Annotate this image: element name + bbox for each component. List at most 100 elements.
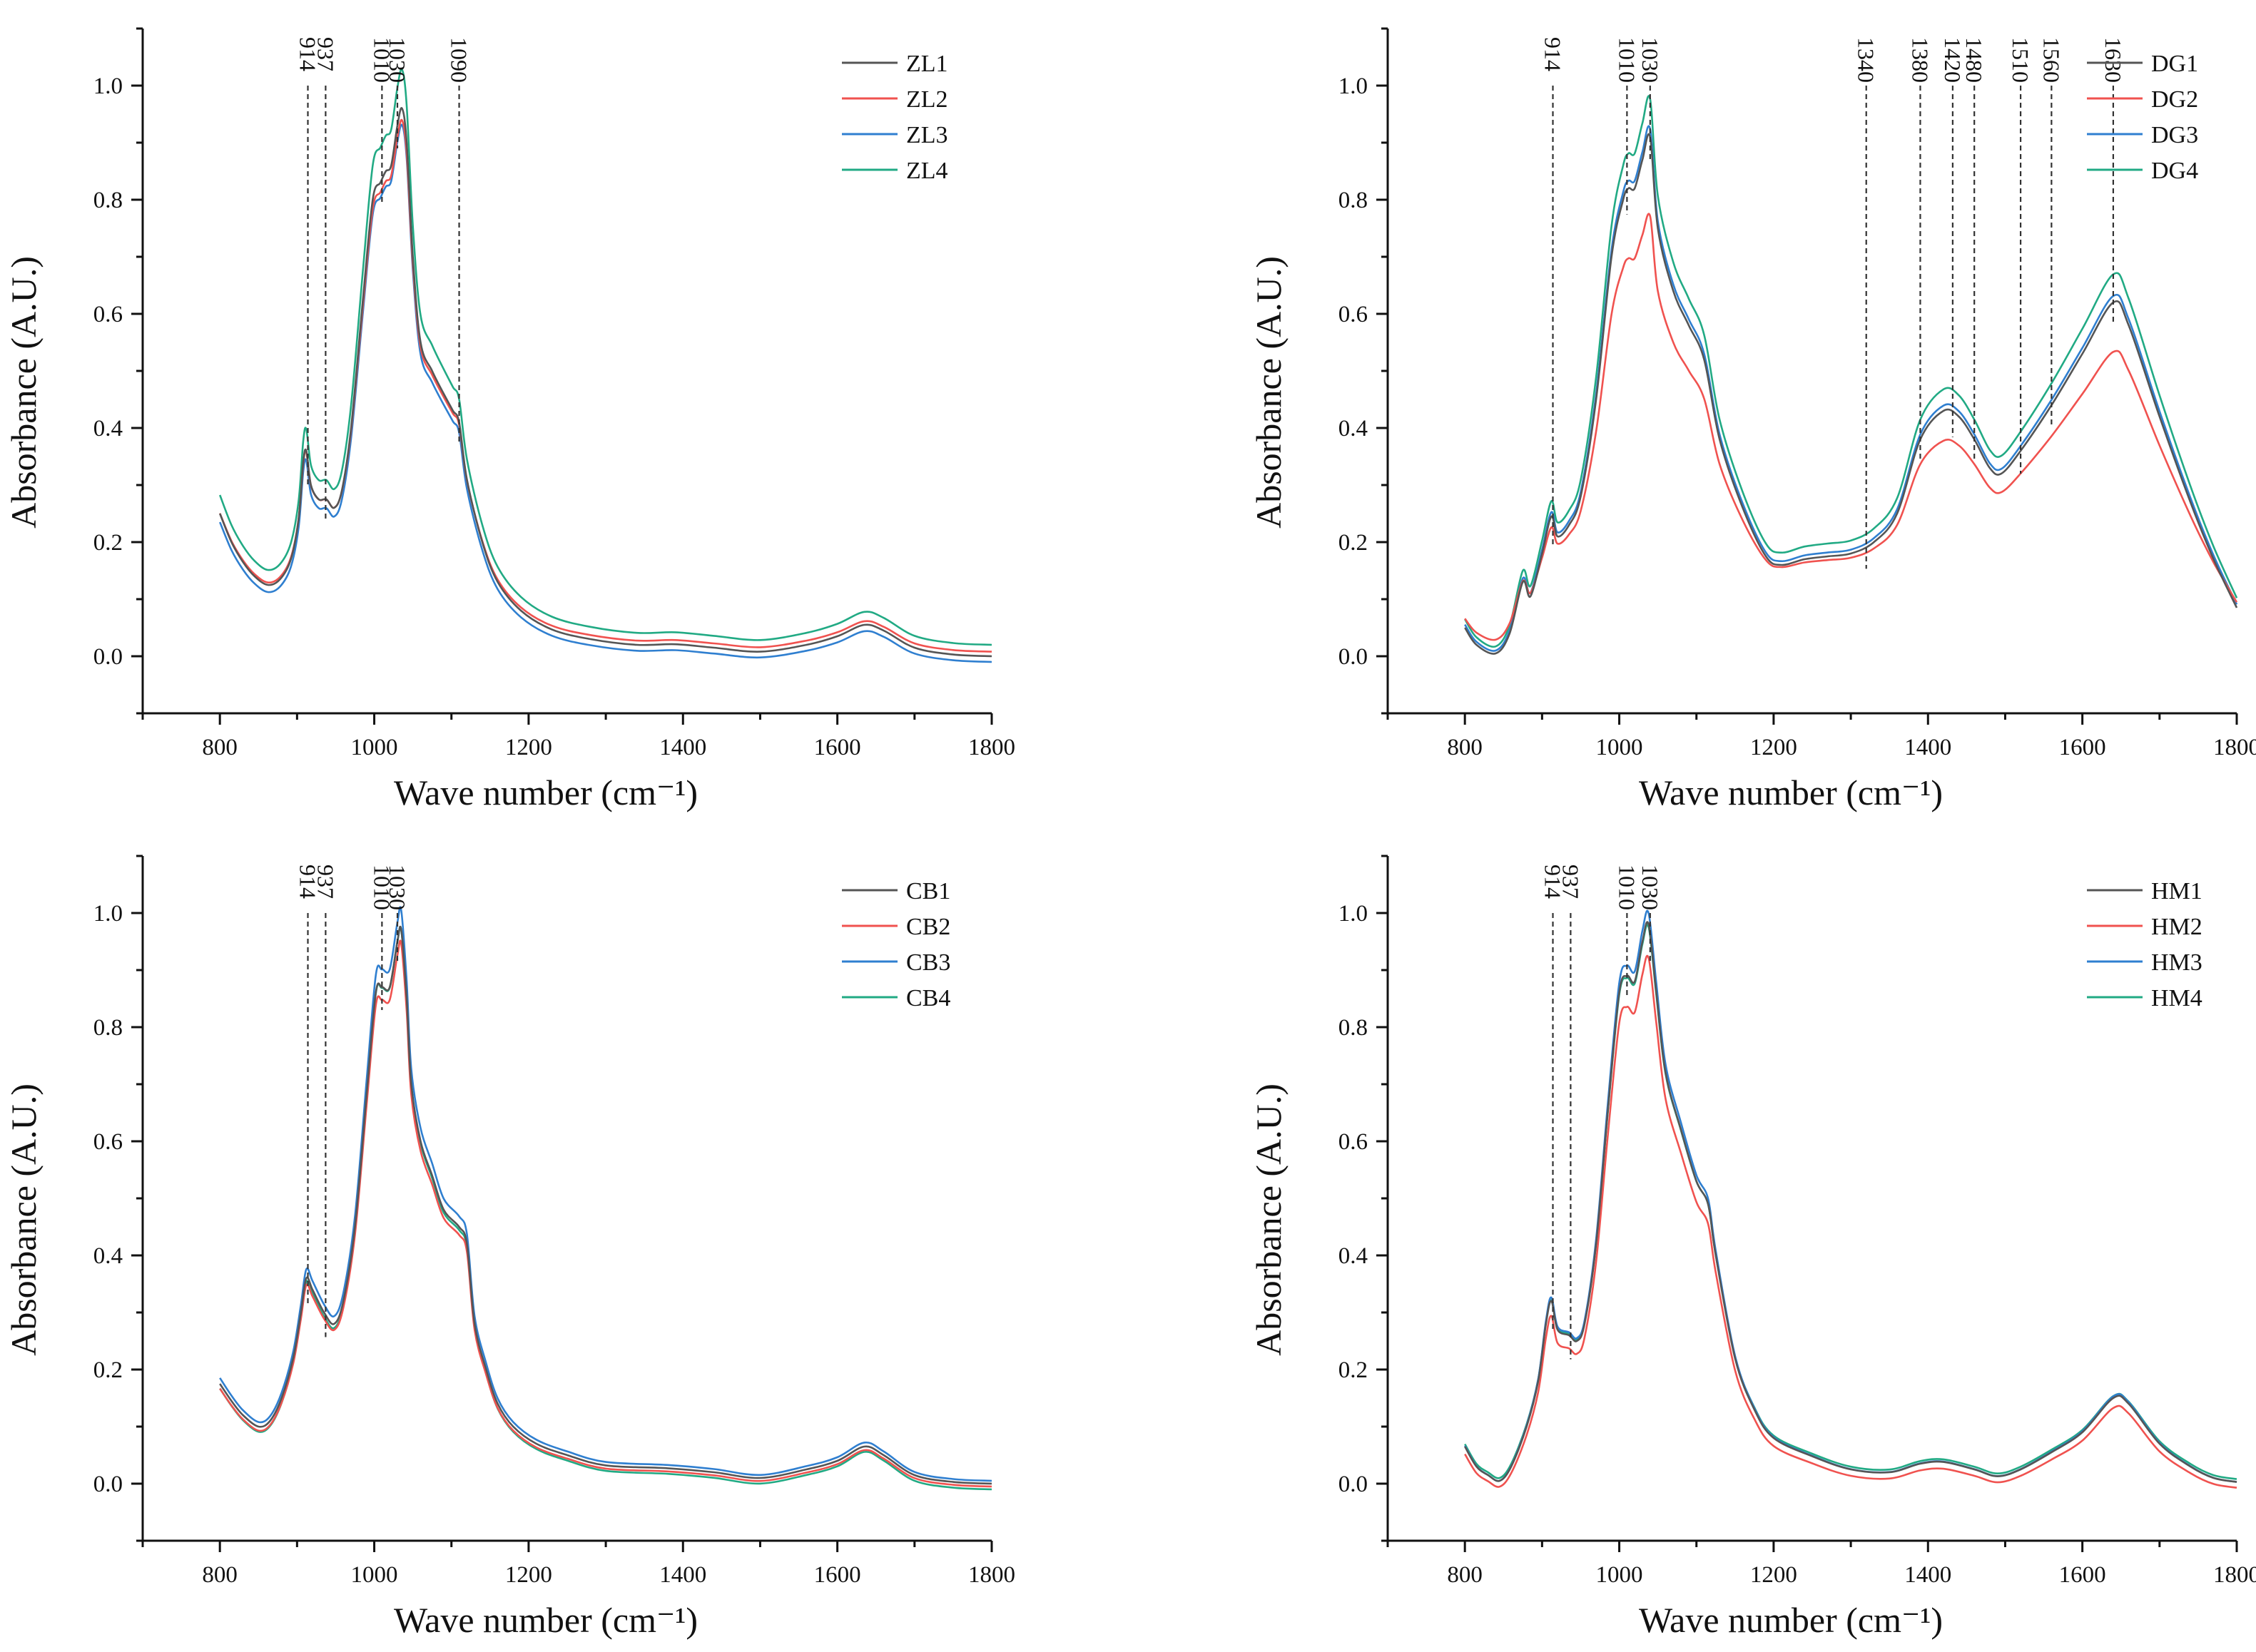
peak-label: 1340 [1854,37,1879,83]
x-tick-label: 1600 [814,735,861,760]
x-tick-label: 1800 [968,735,1015,760]
y-tick-label: 0.0 [93,1472,123,1497]
series-line-cb2 [219,939,992,1488]
chart-panel-dg: 800 1000 1200 1400 1600 1800 0.0 0.2 0.4 0.6 0.8 1.… [1249,27,2256,812]
peak-label: 1090 [447,37,472,83]
series-line-dg4 [1464,95,2238,648]
legend-label-cb2: CB2 [906,914,950,940]
peak-label: 1030 [385,37,410,83]
series-line-zl1 [218,107,992,658]
y-tick-label: 0.6 [93,302,123,327]
y-tick-label: 1.0 [1338,901,1368,927]
x-tick-label: 1600 [2059,735,2106,760]
peak-label: 914 [295,865,321,899]
y-tick-label: 0.8 [93,188,123,213]
peak-label: 937 [313,37,338,71]
x-tick-label: 1000 [1596,735,1643,760]
x-tick-label: 1400 [1904,735,1951,760]
y-tick-label: 0.8 [1338,188,1368,213]
x-tick-label: 1200 [505,735,552,760]
x-tick-label: 1200 [1750,735,1797,760]
x-tick-label: 1200 [1750,1562,1797,1588]
x-axis-title: Wave number (cm⁻¹) [394,1600,698,1640]
legend-label-dg3: DG3 [2151,122,2198,148]
x-tick-label: 800 [1447,735,1483,760]
chart-panel-zl: 800 1000 1200 1400 1600 1800 0.0 0.2 0.4 0.6 0.8 1.… [4,27,1015,812]
peak-label: 1030 [1637,865,1663,910]
y-tick-label: 1.0 [93,73,123,99]
chart-panel-cb: 800 1000 1200 1400 1600 1800 0.0 0.2 0.4 0.6 0.8 1.… [4,855,1015,1640]
y-axis-title: Absorbance (A.U.) [1249,1084,1289,1356]
y-tick-label: 0.6 [1338,302,1368,327]
x-tick-label: 800 [202,735,238,760]
series-line-hm1 [1464,921,2237,1483]
peak-label: 1010 [369,37,395,83]
legend-label-hm2: HM2 [2151,914,2202,940]
x-tick-label: 1600 [2059,1562,2106,1588]
series-line-zl4 [218,68,992,646]
series-line-dg3 [1464,125,2238,652]
legend-label-hm3: HM3 [2151,949,2202,976]
y-tick-label: 0.0 [1338,644,1368,670]
peak-label: 1010 [1614,37,1640,83]
x-axis-title: Wave number (cm⁻¹) [1639,1600,1943,1640]
legend-label-zl3: ZL3 [906,122,948,148]
y-tick-label: 0.8 [1338,1015,1368,1041]
legend-label-hm1: HM1 [2151,878,2202,904]
peak-label: 937 [1558,865,1583,899]
legend-label-zl4: ZL4 [906,158,948,184]
x-tick-label: 1800 [2213,1562,2256,1588]
x-tick-label: 1800 [968,1562,1015,1588]
peak-label: 1010 [1614,865,1640,910]
x-tick-label: 1400 [659,735,706,760]
legend-label-dg4: DG4 [2151,158,2198,184]
y-axis-title: Absorbance (A.U.) [1249,256,1289,529]
series-line-hm2 [1464,954,2237,1489]
x-tick-label: 1000 [351,735,398,760]
legend-label-hm4: HM4 [2151,985,2202,1011]
y-tick-label: 1.0 [1338,73,1368,99]
x-tick-label: 800 [1447,1562,1483,1588]
x-tick-label: 1600 [814,1562,861,1588]
legend-label-dg1: DG1 [2151,51,2198,77]
y-tick-label: 0.6 [93,1129,123,1155]
legend-label-cb3: CB3 [906,949,950,976]
peak-label: 914 [1540,37,1566,71]
peak-label: 1010 [369,865,395,910]
peak-label: 1420 [1940,37,1966,83]
series-line-zl3 [218,123,992,663]
x-tick-label: 1400 [659,1562,706,1588]
legend-label-dg2: DG2 [2151,86,2198,113]
x-tick-label: 1800 [2213,735,2256,760]
legend-label-cb1: CB1 [906,878,950,904]
series-line-cb4 [219,925,992,1491]
y-tick-label: 0.2 [1338,530,1368,556]
x-tick-label: 1000 [1596,1562,1643,1588]
x-tick-label: 800 [202,1562,238,1588]
series-line-zl2 [218,118,992,653]
y-tick-label: 0.4 [1338,1243,1368,1269]
y-tick-label: 0.0 [93,644,123,670]
y-tick-label: 0.4 [1338,416,1368,442]
x-axis-title: Wave number (cm⁻¹) [1639,773,1943,812]
peak-label: 937 [313,865,338,899]
y-tick-label: 0.6 [1338,1129,1368,1155]
peak-label: 914 [295,37,321,71]
y-tick-label: 0.8 [93,1015,123,1041]
y-tick-label: 0.2 [1338,1357,1368,1383]
x-axis-title: Wave number (cm⁻¹) [394,773,698,812]
series-line-dg2 [1464,213,2238,641]
y-axis-title: Absorbance (A.U.) [4,256,44,529]
x-tick-label: 1200 [505,1562,552,1588]
y-tick-label: 0.4 [93,416,123,442]
peak-label: 1480 [1961,37,1987,83]
y-axis-title: Absorbance (A.U.) [4,1084,44,1356]
peak-label: 1560 [2038,37,2064,83]
y-tick-label: 0.0 [1338,1472,1368,1497]
series-line-dg1 [1464,133,2238,655]
x-tick-label: 1000 [351,1562,398,1588]
peak-label: 1510 [2008,37,2033,83]
series-line-cb1 [219,925,992,1485]
y-tick-label: 0.2 [93,1357,123,1383]
peak-label: 914 [1540,865,1566,899]
